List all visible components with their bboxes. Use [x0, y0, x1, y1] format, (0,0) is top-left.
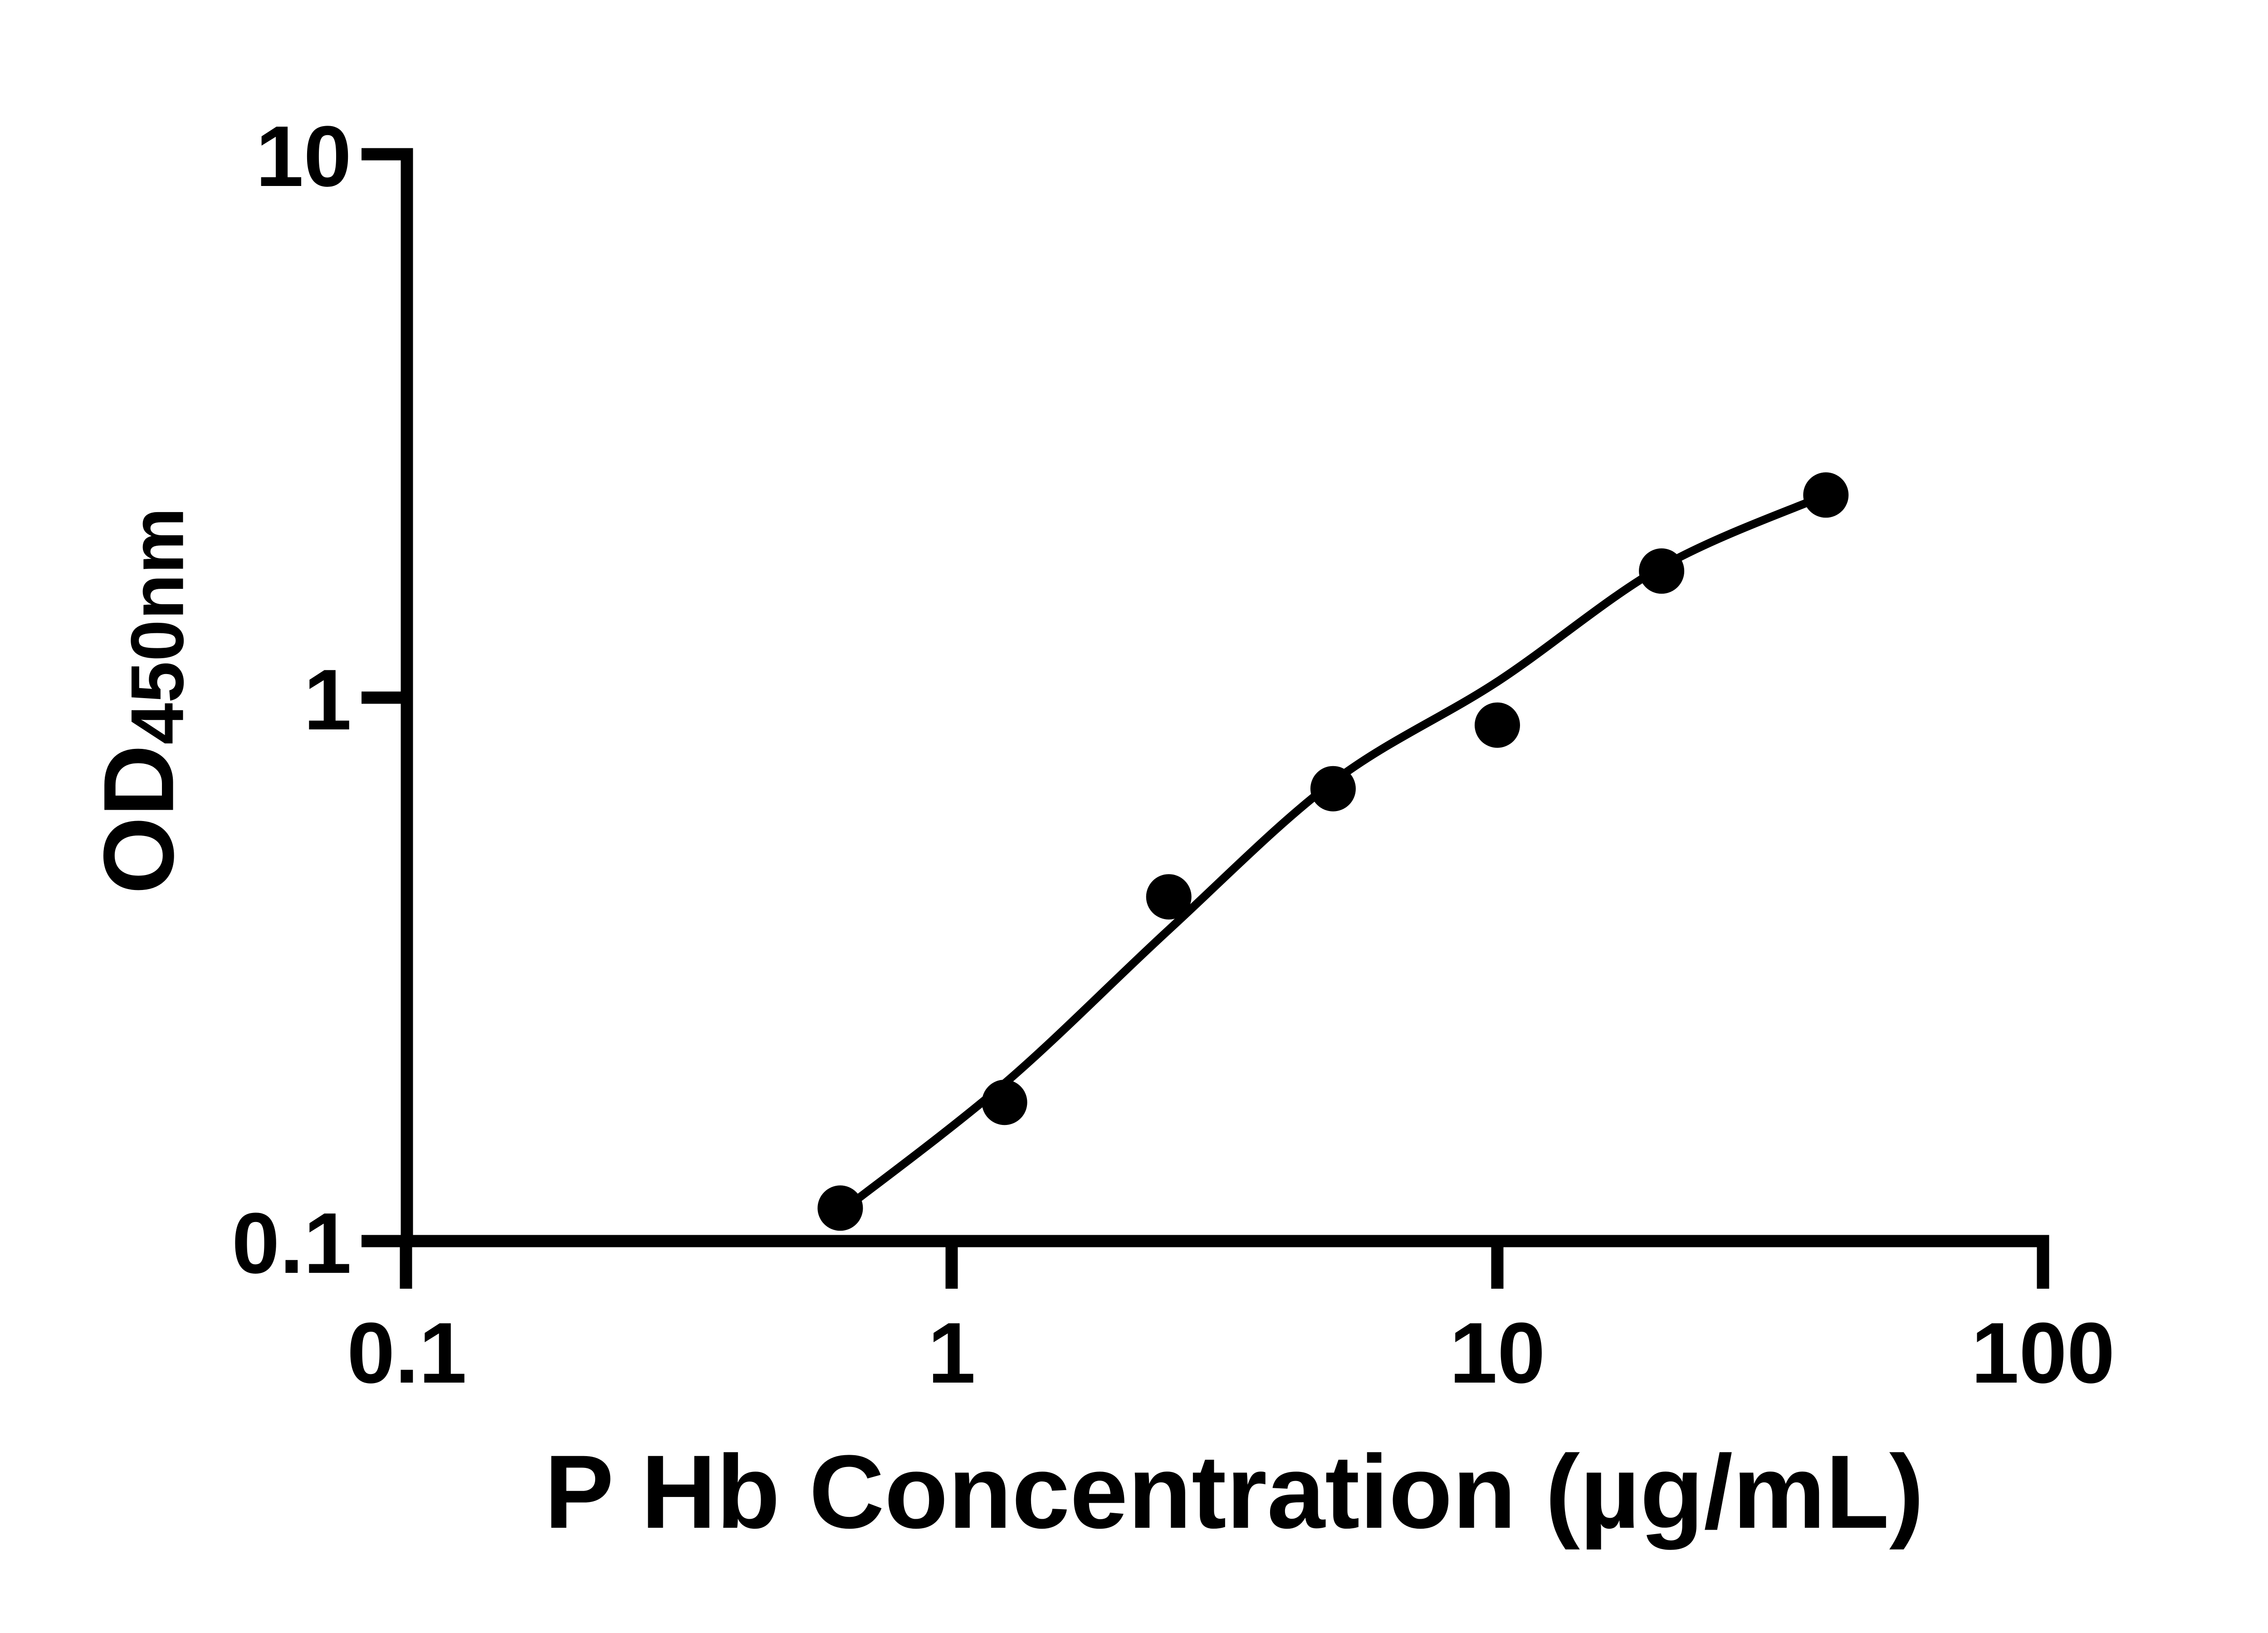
- y-tick-label-0p1: 0.1: [231, 1195, 352, 1291]
- data-point-marker-1.25: [982, 1080, 1027, 1125]
- x-tick-label-1: 1: [928, 1305, 976, 1401]
- data-point-marker-0.625: [817, 1185, 863, 1231]
- y-axis-title-subscript: 450nm: [115, 507, 199, 745]
- x-tick-label-10: 10: [1449, 1305, 1545, 1401]
- data-point-marker-40: [1803, 472, 1849, 518]
- data-point-marker-2.5: [1146, 874, 1192, 920]
- x-tick-label-0p1: 0.1: [347, 1305, 467, 1401]
- data-point-marker-10: [1475, 702, 1520, 748]
- x-tick-label-100: 100: [1971, 1305, 2115, 1401]
- x-axis-title: P Hb Concentration (µg/mL): [544, 1433, 1924, 1550]
- y-axis-title: OD450nm: [83, 507, 200, 895]
- y-tick-label-1: 1: [303, 652, 352, 748]
- y-axis-title-main: OD: [83, 744, 195, 895]
- data-point-marker-5: [1310, 766, 1356, 812]
- data-point-marker-20: [1639, 548, 1685, 594]
- y-tick-label-10: 10: [255, 108, 352, 205]
